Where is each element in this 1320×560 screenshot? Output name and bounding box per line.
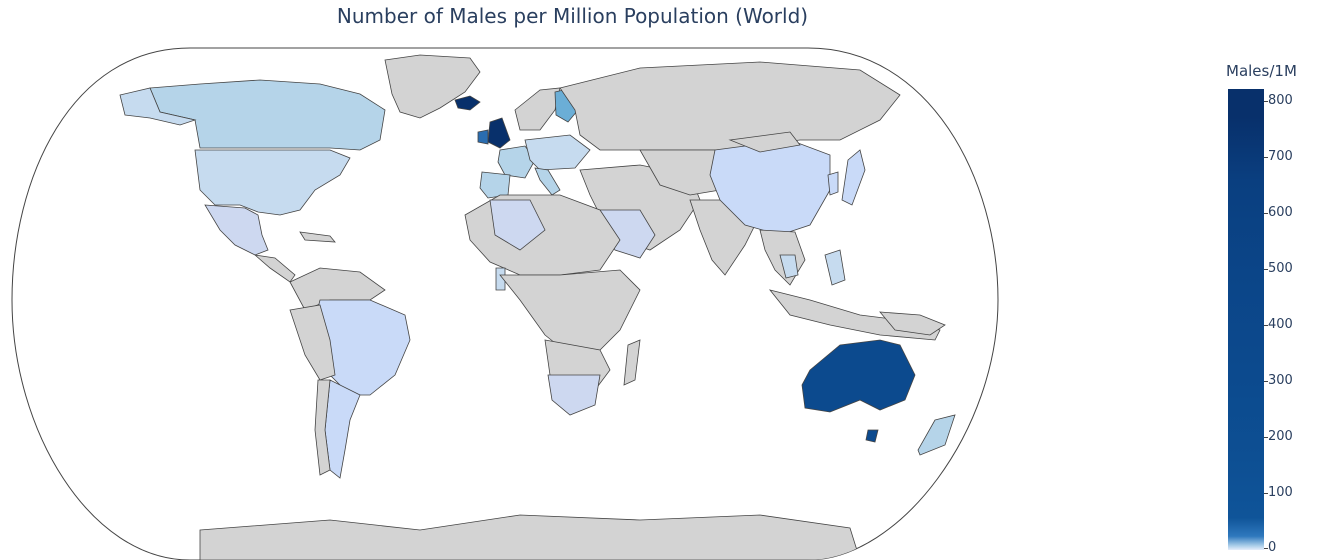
region-papua-new-guinea[interactable]: [879, 311, 946, 336]
region-ghana[interactable]: [495, 267, 506, 291]
colorbar-tick-mark: [1264, 157, 1268, 158]
colorbar-tick-mark: [1264, 101, 1268, 102]
colorbar-tick-0: 0: [1268, 540, 1277, 555]
colorbar-tick-100: 100: [1268, 485, 1293, 500]
region-central-africa[interactable]: [499, 269, 641, 356]
colorbar-tick-700: 700: [1268, 149, 1293, 164]
colorbar-tick-500: 500: [1268, 261, 1293, 276]
region-japan[interactable]: [841, 149, 866, 206]
region-new-zealand[interactable]: [917, 414, 956, 456]
region-iceland[interactable]: [454, 95, 481, 111]
colorbar-tick-800: 800: [1268, 93, 1293, 108]
region-chile[interactable]: [314, 379, 331, 476]
colorbar-tick-mark: [1264, 548, 1268, 549]
region-central-america[interactable]: [253, 254, 296, 283]
region-antarctica[interactable]: [199, 514, 861, 560]
colorbar-tick-mark: [1264, 493, 1268, 494]
colorbar-tick-mark: [1264, 381, 1268, 382]
colorbar-tick-mark: [1264, 325, 1268, 326]
region-russia[interactable]: [559, 61, 901, 151]
region-andes[interactable]: [289, 304, 336, 381]
colorbar-tick-400: 400: [1268, 317, 1293, 332]
colorbar-tick-600: 600: [1268, 205, 1293, 220]
region-france[interactable]: [497, 145, 536, 179]
chart-title: Number of Males per Million Population (…: [336, 4, 809, 28]
colorbar-tick-200: 200: [1268, 429, 1293, 444]
region-iberia[interactable]: [479, 171, 511, 199]
colorbar: [1228, 89, 1264, 550]
region-ireland[interactable]: [477, 129, 489, 145]
colorbar-tick-300: 300: [1268, 373, 1293, 388]
region-mexico[interactable]: [204, 204, 269, 256]
region-south-africa[interactable]: [547, 374, 601, 416]
region-philippines[interactable]: [824, 249, 846, 286]
colorbar-title: Males/1M: [1226, 62, 1297, 80]
region-australia[interactable]: [801, 339, 916, 413]
region-mongolia[interactable]: [728, 131, 801, 153]
region-alaska[interactable]: [119, 87, 197, 126]
region-china[interactable]: [709, 139, 831, 236]
region-united-states[interactable]: [194, 149, 351, 216]
region-korea[interactable]: [827, 171, 839, 196]
region-central-europe[interactable]: [524, 134, 591, 171]
region-algeria[interactable]: [489, 199, 546, 251]
colorbar-tick-mark: [1264, 269, 1268, 270]
region-italy[interactable]: [534, 167, 561, 196]
region-scandinavia[interactable]: [514, 87, 561, 131]
world-choropleth-map[interactable]: [0, 0, 1210, 560]
region-greenland[interactable]: [384, 54, 481, 119]
region-madagascar[interactable]: [623, 339, 641, 386]
colorbar-tick-mark: [1264, 213, 1268, 214]
region-thailand[interactable]: [779, 254, 799, 279]
region-tasmania[interactable]: [865, 429, 879, 443]
region-caribbean[interactable]: [299, 231, 336, 243]
colorbar-tick-mark: [1264, 437, 1268, 438]
